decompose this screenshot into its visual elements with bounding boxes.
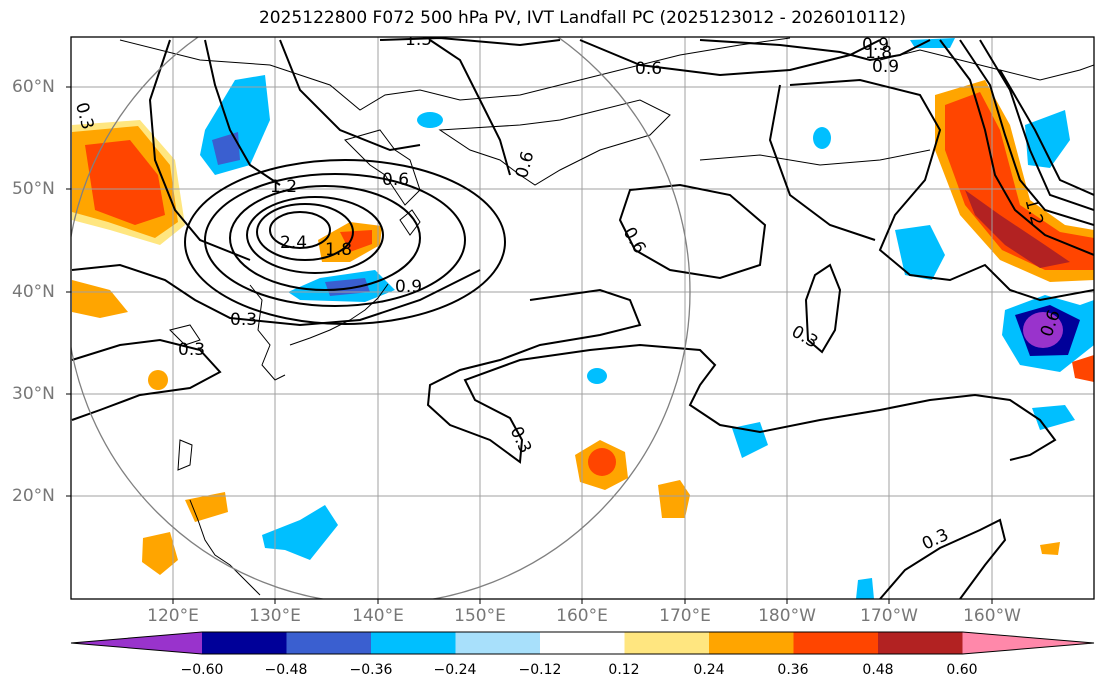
colorbar-swatch <box>624 632 709 654</box>
colorbar-swatch <box>793 632 878 654</box>
contour-label: 0.3 <box>178 340 205 360</box>
colorbar-tick-label: 0.48 <box>862 662 894 678</box>
colorbar-swatch <box>202 632 287 654</box>
contour-label: 0.3 <box>230 310 257 330</box>
lat-label: 30°N <box>12 384 55 404</box>
lon-label: 160°W <box>963 606 1021 626</box>
colorbar-tick-label: 0.60 <box>946 662 978 678</box>
colorbar-swatch <box>455 632 540 654</box>
positive-anomaly-blob <box>965 190 1070 268</box>
negative-anomaly-blob <box>1025 110 1070 168</box>
negative-anomaly-blob <box>212 132 240 165</box>
colorbar-swatch <box>371 632 456 654</box>
colorbar-swatch <box>962 632 1094 654</box>
colorbar-swatch <box>709 632 794 654</box>
contour-label: 2.4 <box>280 233 307 253</box>
colorbar-tick-label: −0.60 <box>180 662 224 678</box>
negative-anomaly-blob <box>587 368 607 384</box>
positive-anomaly-blob <box>142 532 178 575</box>
contour-label: 0.9 <box>395 277 422 297</box>
colorbar-tick-label: 0.36 <box>777 662 809 678</box>
lon-label: 180°W <box>758 606 816 626</box>
negative-anomaly-blob <box>262 505 338 560</box>
lat-label: 40°N <box>12 282 55 302</box>
lat-label: 60°N <box>12 77 55 97</box>
contour-label: 0.6 <box>382 170 409 190</box>
axis-ticks <box>66 86 993 604</box>
lat-label: 20°N <box>12 486 55 506</box>
colorbar-swatch <box>71 632 202 654</box>
contour-label: 1.2 <box>270 177 297 197</box>
positive-anomaly-blob <box>340 230 372 252</box>
negative-anomaly-blob <box>1023 312 1063 348</box>
colorbar-outline <box>70 631 1095 655</box>
colorbar-tick-label: −0.24 <box>433 662 477 678</box>
positive-anomaly-blob <box>588 448 616 476</box>
contour-label: 1.8 <box>865 43 892 63</box>
colorbar-swatch <box>878 632 963 654</box>
contour-label: 0.9 <box>872 57 899 77</box>
colorbar-swatch <box>540 632 625 654</box>
negative-anomaly-blob <box>856 578 874 599</box>
lat-label: 50°N <box>12 179 55 199</box>
colorbar-tick-label: 0.24 <box>693 662 725 678</box>
contour-label: 1.5 <box>405 30 432 50</box>
lon-label: 170°E <box>659 606 711 626</box>
colorbar-tick-label: −0.36 <box>349 662 393 678</box>
lon-label: 170°W <box>860 606 918 626</box>
contour-label: 0.6 <box>635 59 662 79</box>
positive-anomaly-blob <box>1072 355 1094 382</box>
negative-anomaly-blob <box>895 225 945 280</box>
colorbar-swatch <box>286 632 371 654</box>
colorbar <box>70 631 1095 655</box>
positive-anomaly-blob <box>1040 542 1060 555</box>
lon-label: 120°E <box>147 606 199 626</box>
positive-anomaly-blob <box>945 92 1094 270</box>
negative-anomaly-blob <box>813 127 831 149</box>
pc-contours <box>71 37 1094 599</box>
pv-shading <box>72 38 1094 599</box>
positive-anomaly-blob <box>85 140 165 225</box>
lon-label: 160°E <box>556 606 608 626</box>
negative-anomaly-blob <box>417 112 443 128</box>
colorbar-tick-label: −0.48 <box>264 662 308 678</box>
lon-label: 150°E <box>454 606 506 626</box>
positive-anomaly-blob <box>658 480 690 518</box>
contour-label: 1.8 <box>325 240 352 260</box>
positive-anomaly-blob <box>72 280 128 318</box>
positive-anomaly-blob <box>148 370 168 390</box>
colorbar-tick-label: −0.12 <box>518 662 562 678</box>
lon-label: 140°E <box>352 606 404 626</box>
contour-label: 0.9 <box>862 35 889 55</box>
landfall-radius-circle <box>71 37 691 599</box>
lon-label: 130°E <box>249 606 301 626</box>
colorbar-tick-label: 0.12 <box>608 662 640 678</box>
map-title: 2025122800 F072 500 hPa PV, IVT Landfall… <box>258 8 906 28</box>
